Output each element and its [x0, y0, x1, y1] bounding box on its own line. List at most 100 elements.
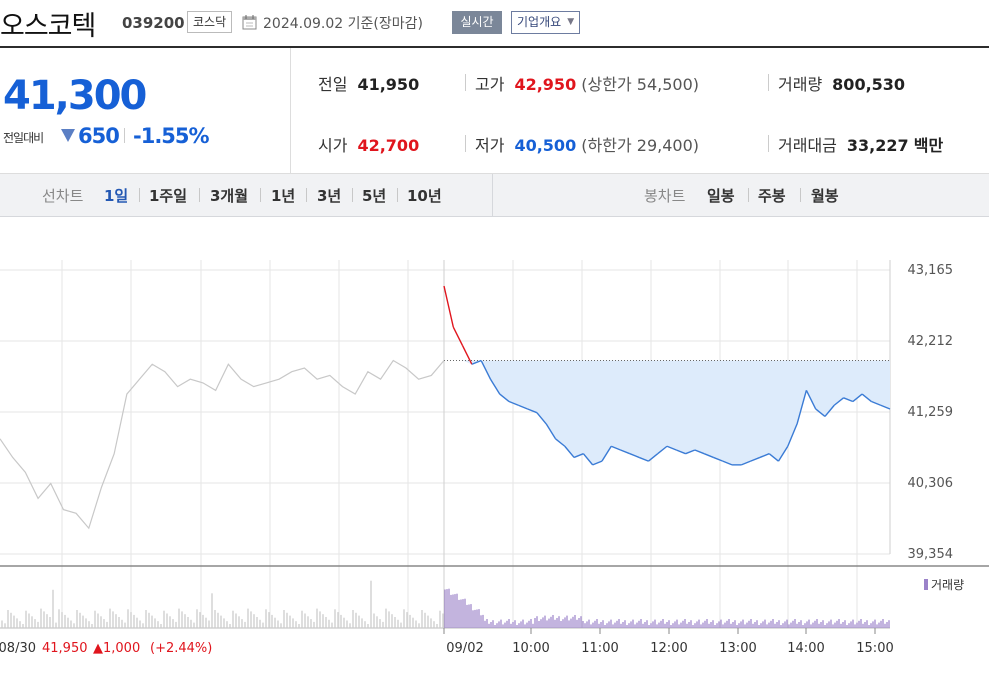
stat-divider: [465, 74, 466, 91]
change-percent: -1.55%: [133, 124, 210, 148]
today-line-segment: [759, 453, 770, 459]
today-line-segment: [713, 456, 724, 462]
company-info-dropdown[interactable]: 기업개요 ▼: [511, 11, 581, 34]
low-value: 40,500: [514, 136, 577, 155]
x-tick-label: 12:00: [650, 641, 687, 656]
tab-3year[interactable]: 3년: [317, 187, 342, 205]
grid-lines: [0, 260, 989, 629]
tab-weekly[interactable]: 주봉: [758, 187, 786, 205]
stock-name: 오스코텍: [0, 11, 96, 42]
x-tick-label: 11:00: [581, 641, 618, 656]
open-price: 시가 42,700: [318, 132, 419, 156]
upper-limit-value: 54,500): [636, 75, 700, 94]
today-line-segment: [666, 445, 677, 451]
prev-day-close: 41,950: [42, 641, 88, 656]
today-line-segment: [480, 360, 492, 380]
tab-divider: [306, 188, 307, 202]
upper-limit-label: (상한가: [581, 75, 632, 94]
stock-code: 039200: [122, 14, 185, 32]
tab-3month[interactable]: 3개월: [210, 187, 249, 205]
volume-label: 거래량: [778, 75, 823, 94]
today-line-segment: [638, 456, 649, 462]
volume-value: 800,530: [832, 75, 906, 94]
tab-divider: [352, 188, 353, 202]
today-line-segment: [471, 359, 482, 365]
x-tick-label: 10:00: [512, 641, 549, 656]
realtime-button[interactable]: 실시간: [452, 11, 502, 34]
today-line-segment: [815, 408, 826, 417]
y-tick-label: 39,354: [908, 547, 954, 562]
day-high: 고가 42,950 (상한가 54,500): [475, 71, 699, 95]
tab-line-chart[interactable]: 선차트: [42, 187, 84, 205]
today-line-segment: [685, 449, 696, 455]
tab-10year[interactable]: 10년: [407, 187, 442, 205]
tab-divider: [397, 188, 398, 202]
today-line-segment: [508, 400, 519, 406]
today-line-segment: [610, 445, 621, 451]
amount-value: 33,227: [846, 136, 909, 155]
stat-divider: [465, 135, 466, 152]
today-line-segment: [750, 456, 761, 462]
today-line-segment: [833, 397, 844, 406]
tab-candle-chart[interactable]: 봉차트: [644, 187, 686, 205]
today-line-segment: [592, 460, 603, 466]
y-tick-label: 40,306: [908, 476, 954, 491]
lower-limit-value: 29,400): [636, 136, 700, 155]
x-tick-label: 09/02: [446, 641, 483, 656]
today-line-segment: [694, 449, 705, 455]
today-line-segment: [536, 412, 547, 425]
today-line-segment: [843, 397, 854, 403]
tab-5year[interactable]: 5년: [362, 187, 387, 205]
volume-legend: 거래량: [924, 578, 964, 592]
volume-legend-swatch: [924, 579, 928, 590]
today-line-segment: [871, 400, 881, 406]
prev-close: 전일 41,950: [318, 71, 419, 95]
area-fill: [444, 360, 890, 465]
today-line-segment: [787, 423, 798, 447]
open-value: 42,700: [357, 136, 420, 155]
current-price-panel: 41,300 전일대비 650 -1.55%: [0, 48, 291, 174]
today-line-segment: [573, 453, 584, 459]
x-axis-ticks: 09/02 10:00 11:00 12:00 13:00 14:00 15:00: [443, 628, 894, 656]
tab-1week[interactable]: 1주일: [149, 187, 188, 205]
x-tick-label: 13:00: [719, 641, 756, 656]
today-line-segment: [601, 445, 612, 462]
tab-divider: [260, 188, 261, 202]
low-label: 저가: [475, 136, 505, 155]
stat-divider: [768, 135, 769, 152]
tab-daily[interactable]: 일봉: [707, 187, 735, 205]
volume-legend-label: 거래량: [931, 578, 964, 592]
today-line-segment: [777, 445, 789, 462]
tab-1day[interactable]: 1일: [104, 187, 129, 205]
today-line-segment: [768, 453, 779, 462]
today-line-segment: [527, 408, 538, 414]
y-axis-ticks: 43,165 42,212 41,259 40,306 39,354: [908, 263, 954, 562]
high-value: 42,950: [514, 75, 577, 94]
tab-1year[interactable]: 1년: [271, 187, 296, 205]
volume: 거래량 800,530: [778, 71, 905, 95]
x-tick-label: 14:00: [787, 641, 824, 656]
prev-day-line: [0, 359, 445, 530]
high-label: 고가: [475, 75, 505, 94]
today-line-segment: [676, 449, 686, 455]
prev-label: 전일: [318, 75, 348, 94]
lower-limit-label: (하한가: [581, 136, 632, 155]
trade-amount: 거래대금 33,227 백만: [778, 132, 943, 156]
prev-day-change: ▲1,000: [93, 641, 140, 656]
today-line-segment: [741, 460, 751, 466]
tab-divider: [199, 188, 200, 202]
today-line-segment: [861, 393, 872, 403]
tab-divider: [139, 188, 140, 202]
calendar-icon: [242, 15, 257, 30]
tab-monthly[interactable]: 월봉: [811, 187, 839, 205]
open-label: 시가: [318, 136, 348, 155]
prev-day-change-pct: (+2.44%): [150, 641, 212, 656]
today-line-segment: [545, 423, 557, 440]
today-line-segment: [880, 404, 891, 410]
today-line-segment: [555, 438, 566, 447]
today-line-segment: [452, 326, 464, 346]
date-note: 기준(장마감): [347, 16, 423, 32]
today-line-segment: [722, 460, 733, 466]
tab-section-divider: [492, 174, 493, 217]
change-label: 전일대비: [3, 131, 44, 145]
